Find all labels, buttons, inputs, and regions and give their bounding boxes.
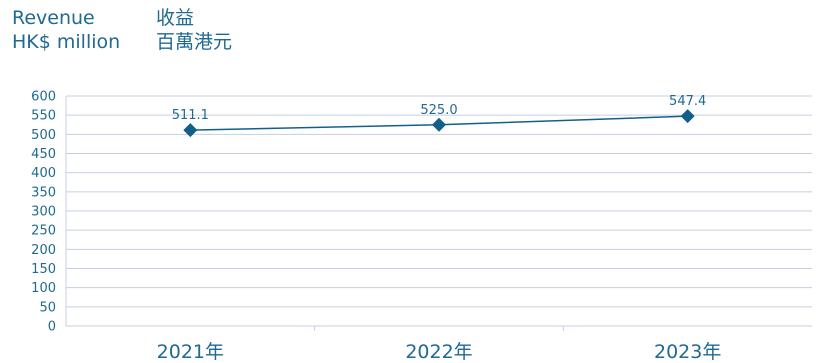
y-tick-label: 400 xyxy=(31,166,56,181)
y-tick-label: 150 xyxy=(31,262,56,277)
title-english-line1: Revenue xyxy=(12,7,95,29)
y-tick-label: 600 xyxy=(31,90,56,105)
y-tick-label: 100 xyxy=(31,281,56,296)
chart-title: Revenue 收益 HK$ million 百萬港元 xyxy=(12,6,232,54)
data-label: 525.0 xyxy=(420,103,457,118)
y-tick-label: 450 xyxy=(31,147,56,162)
y-tick-label: 50 xyxy=(39,300,56,315)
data-label: 511.1 xyxy=(172,108,209,123)
x-tick-label: 2021年 xyxy=(157,341,224,363)
y-tick-label: 250 xyxy=(31,224,56,239)
y-tick-label: 200 xyxy=(31,243,56,258)
title-chinese-line1: 收益 xyxy=(156,7,195,29)
y-tick-label: 300 xyxy=(31,205,56,220)
x-tick-label: 2022年 xyxy=(405,341,472,363)
y-tick-label: 500 xyxy=(31,128,56,143)
y-tick-label: 0 xyxy=(48,320,56,335)
data-point-marker xyxy=(183,123,198,138)
title-english-line2: HK$ million xyxy=(12,31,121,53)
x-tick-label: 2023年 xyxy=(654,341,721,363)
data-point-marker xyxy=(432,117,446,132)
y-tick-label: 350 xyxy=(31,185,56,200)
title-chinese-line2: 百萬港元 xyxy=(156,31,233,53)
data-point-marker xyxy=(680,109,695,124)
y-tick-label: 550 xyxy=(31,109,56,124)
data-label: 547.4 xyxy=(669,94,706,109)
